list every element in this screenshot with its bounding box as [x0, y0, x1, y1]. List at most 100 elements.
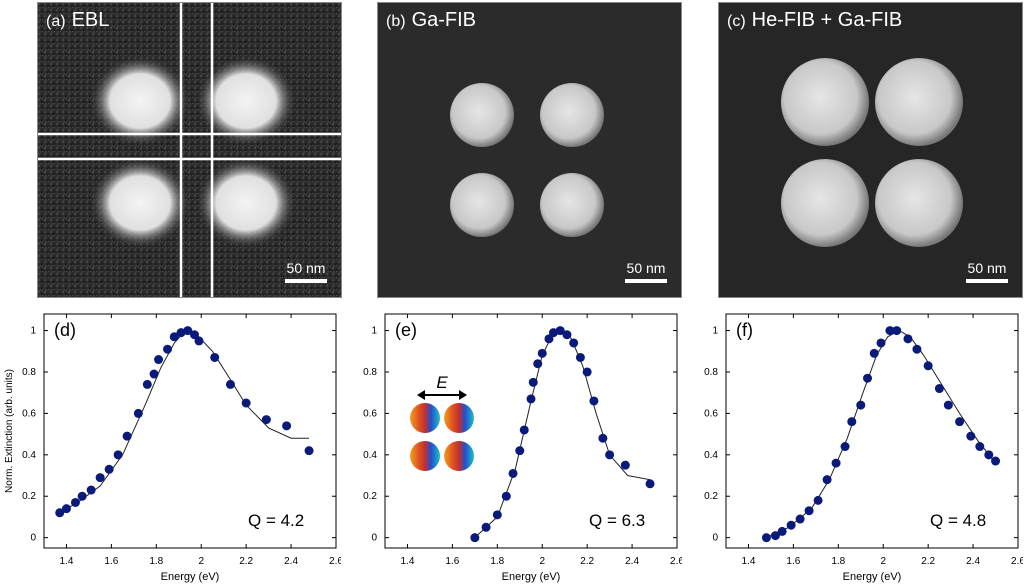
- data-point: [163, 344, 173, 354]
- x-tick-label: 1.6: [786, 556, 800, 567]
- data-point: [569, 338, 579, 348]
- y-tick-label: 0.4: [22, 450, 36, 461]
- disc: [90, 56, 190, 146]
- data-point: [555, 326, 565, 336]
- data-point: [225, 379, 235, 389]
- data-point: [533, 359, 543, 369]
- y-tick-label: 0.2: [704, 491, 718, 502]
- panel-label: (c) He-FIB + Ga-FIB: [727, 9, 903, 31]
- sem-image-he-ga-fib: [719, 3, 1022, 297]
- data-point: [605, 450, 615, 460]
- data-point: [77, 491, 87, 501]
- disc: [875, 159, 963, 247]
- disc: [540, 83, 604, 147]
- spectrum-plot-f: 1.4 1.6 1.8 2 2.2 2.4 2.6 0 0.2 0.4 0.6 0.8 1 Energy …: [682, 300, 1024, 584]
- data-point: [241, 398, 251, 408]
- disc: [781, 58, 869, 146]
- data-point: [984, 450, 994, 460]
- y-tick-label: 0.6: [704, 408, 718, 419]
- data-point: [822, 475, 832, 485]
- dipole-disc: [444, 441, 474, 471]
- data-point: [813, 495, 823, 505]
- data-point: [943, 400, 953, 410]
- disc: [90, 158, 190, 248]
- data-point: [795, 514, 805, 524]
- spectrum-plot-e: 1.4 1.6 1.8 2 2.2 2.4 2.6 0 0.2 0.4 0.6 0.8 1 Energy …: [341, 300, 684, 584]
- dipole-disc: [410, 403, 440, 433]
- data-point: [481, 522, 491, 532]
- sem-panel-ga-fib: (b) Ga-FIB 50 nm: [377, 2, 682, 298]
- data-point: [61, 504, 71, 514]
- y-tick-label: 0: [712, 533, 718, 544]
- panel-label: (a) EBL: [46, 9, 110, 31]
- data-point: [304, 446, 314, 456]
- y-tick-label: 1: [371, 326, 377, 337]
- data-point: [122, 431, 132, 441]
- data-point: [282, 421, 292, 431]
- data-point: [589, 396, 599, 406]
- data-point: [501, 491, 511, 501]
- y-tick-label: 1: [712, 326, 718, 337]
- data-point: [95, 473, 105, 483]
- x-axis-label: Energy (eV): [161, 571, 220, 583]
- x-tick-label: 2: [880, 556, 886, 567]
- scale-bar: 50 nm: [625, 260, 667, 283]
- disc: [450, 173, 514, 237]
- panel-label: (b) Ga-FIB: [386, 9, 477, 31]
- disc: [196, 158, 296, 248]
- data-point: [885, 326, 895, 336]
- data-point: [154, 355, 164, 365]
- y-tick-label: 0: [30, 533, 36, 544]
- data-point: [537, 348, 547, 358]
- y-tick-label: 0.4: [704, 450, 718, 461]
- y-tick-label: 0.2: [363, 491, 377, 502]
- x-tick-label: 1.8: [831, 556, 845, 567]
- data-point: [519, 425, 529, 435]
- data-point: [508, 468, 518, 478]
- data-point: [142, 379, 152, 389]
- data-point: [934, 384, 944, 394]
- data-point: [183, 326, 193, 336]
- data-point: [562, 330, 572, 340]
- data-point: [113, 450, 123, 460]
- sem-image-ebl: [38, 3, 341, 297]
- panel-tag: (e): [395, 320, 417, 340]
- x-tick-label: 2.6: [1011, 556, 1023, 567]
- dimer-inset: E: [410, 373, 474, 471]
- data-point: [903, 334, 913, 344]
- data-point: [912, 344, 922, 354]
- sem-panel-he-ga-fib: (c) He-FIB + Ga-FIB 50 nm: [718, 2, 1023, 298]
- data-point: [55, 508, 65, 518]
- disc: [540, 173, 604, 237]
- x-tick-label: 1.6: [104, 556, 118, 567]
- data-point: [645, 479, 655, 489]
- x-tick-label: 2.2: [921, 556, 935, 567]
- q-annotation: Q = 4.8: [930, 511, 986, 530]
- y-axis-label: Norm. Extinction (arb. units): [4, 369, 15, 493]
- x-tick-label: 1.8: [149, 556, 163, 567]
- data-point: [104, 464, 114, 474]
- y-tick-label: 0.4: [363, 450, 377, 461]
- data-point: [876, 338, 886, 348]
- data-point: [169, 332, 179, 342]
- plot-frame: [43, 313, 337, 549]
- y-tick-label: 0.6: [22, 408, 36, 419]
- data-point: [856, 400, 866, 410]
- disc: [196, 56, 296, 146]
- x-tick-label: 2.2: [580, 556, 594, 567]
- x-tick-label: 1.8: [490, 556, 504, 567]
- spectrum-plot-d: 1.4 1.6 1.8 2 2.2 2.4 2.6 0 0.2 0.4 0.6 0.8 1 Energy …: [0, 300, 343, 584]
- panel-tag: (d): [54, 320, 76, 340]
- x-tick-label: 1.4: [742, 556, 756, 567]
- dipole-disc: [410, 441, 440, 471]
- spectrum-chart: 1.4 1.6 1.8 2 2.2 2.4 2.6 0 0.2 0.4 0.6 0.8 1 Energy …: [704, 313, 1024, 583]
- data-point: [620, 460, 630, 470]
- disc: [781, 159, 869, 247]
- data-point: [955, 417, 965, 427]
- scale-bar: 50 nm: [285, 260, 327, 283]
- data-point: [831, 458, 841, 468]
- data-point: [189, 330, 199, 340]
- data-point: [261, 415, 271, 425]
- data-point: [892, 326, 902, 336]
- y-tick-label: 0.2: [22, 491, 36, 502]
